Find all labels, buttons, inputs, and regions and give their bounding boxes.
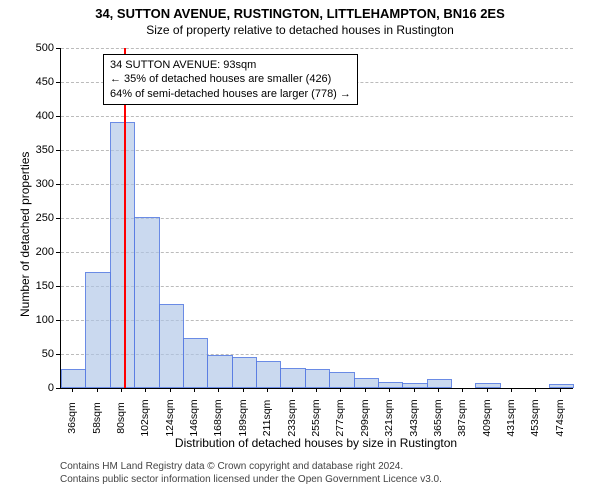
x-tick-mark <box>72 388 73 392</box>
x-tick-mark <box>218 388 219 392</box>
x-tick-mark <box>414 388 415 392</box>
y-tick-label: 100 <box>24 314 54 326</box>
x-tick-label: 277sqm <box>334 399 346 436</box>
x-tick-mark <box>438 388 439 392</box>
x-tick-label: 233sqm <box>286 399 298 436</box>
x-tick-mark <box>340 388 341 392</box>
grid-line <box>61 48 573 49</box>
histogram-bar <box>280 368 305 388</box>
footer-line2: Contains public sector information licen… <box>60 473 442 486</box>
annotation-line2: ← 35% of detached houses are smaller (42… <box>110 72 351 86</box>
annotation-line3: 64% of semi-detached houses are larger (… <box>110 87 351 101</box>
x-tick-label: 453sqm <box>529 399 541 436</box>
chart-container: 34, SUTTON AVENUE, RUSTINGTON, LITTLEHAM… <box>0 0 600 500</box>
histogram-bar <box>85 272 110 388</box>
y-tick-label: 400 <box>24 110 54 122</box>
x-tick-mark <box>121 388 122 392</box>
x-tick-mark <box>365 388 366 392</box>
x-tick-label: 102sqm <box>139 399 151 436</box>
x-tick-label: 321sqm <box>383 399 395 436</box>
y-tick-label: 0 <box>24 382 54 394</box>
histogram-bar <box>256 361 281 388</box>
x-axis-label: Distribution of detached houses by size … <box>60 436 572 450</box>
histogram-bar <box>159 304 184 388</box>
histogram-bar <box>183 338 208 388</box>
y-tick-label: 150 <box>24 280 54 292</box>
grid-line <box>61 150 573 151</box>
x-tick-mark <box>560 388 561 392</box>
histogram-bar <box>549 384 574 388</box>
x-tick-mark <box>267 388 268 392</box>
y-tick-label: 450 <box>24 76 54 88</box>
annotation-line1: 34 SUTTON AVENUE: 93sqm <box>110 58 351 72</box>
x-tick-label: 58sqm <box>91 402 103 434</box>
histogram-bar <box>402 383 427 388</box>
x-tick-label: 409sqm <box>481 399 493 436</box>
x-tick-mark <box>462 388 463 392</box>
x-tick-label: 365sqm <box>432 399 444 436</box>
x-tick-mark <box>316 388 317 392</box>
histogram-bar <box>61 369 86 388</box>
grid-line <box>61 184 573 185</box>
x-tick-mark <box>194 388 195 392</box>
footer: Contains HM Land Registry data © Crown c… <box>60 460 442 486</box>
annotation-box: 34 SUTTON AVENUE: 93sqm ← 35% of detache… <box>103 54 358 105</box>
y-tick-label: 50 <box>24 348 54 360</box>
footer-line1: Contains HM Land Registry data © Crown c… <box>60 460 442 473</box>
y-tick-label: 500 <box>24 42 54 54</box>
x-tick-mark <box>170 388 171 392</box>
x-tick-label: 168sqm <box>212 399 224 436</box>
y-tick-label: 300 <box>24 178 54 190</box>
histogram-bar <box>475 383 500 388</box>
x-tick-mark <box>511 388 512 392</box>
histogram-bar <box>329 372 354 388</box>
x-tick-mark <box>389 388 390 392</box>
x-tick-label: 299sqm <box>359 399 371 436</box>
plot-area: 34 SUTTON AVENUE: 93sqm ← 35% of detache… <box>60 48 573 389</box>
title-main: 34, SUTTON AVENUE, RUSTINGTON, LITTLEHAM… <box>0 0 600 21</box>
x-tick-mark <box>535 388 536 392</box>
histogram-bar <box>427 379 452 388</box>
y-tick-label: 250 <box>24 212 54 224</box>
grid-line <box>61 116 573 117</box>
x-tick-label: 124sqm <box>164 399 176 436</box>
x-tick-mark <box>97 388 98 392</box>
x-tick-label: 474sqm <box>554 399 566 436</box>
x-tick-label: 431sqm <box>505 399 517 436</box>
x-tick-mark <box>487 388 488 392</box>
x-tick-label: 36sqm <box>66 402 78 434</box>
histogram-bar <box>232 357 257 388</box>
histogram-bar <box>354 378 379 388</box>
x-tick-label: 387sqm <box>456 399 468 436</box>
x-tick-label: 146sqm <box>188 399 200 436</box>
x-tick-label: 189sqm <box>237 399 249 436</box>
y-tick-label: 350 <box>24 144 54 156</box>
histogram-bar <box>378 382 403 388</box>
x-tick-label: 211sqm <box>261 400 273 437</box>
histogram-bar <box>207 355 232 388</box>
x-tick-mark <box>243 388 244 392</box>
x-tick-mark <box>292 388 293 392</box>
title-sub: Size of property relative to detached ho… <box>0 21 600 37</box>
y-tick-label: 200 <box>24 246 54 258</box>
histogram-bar <box>134 217 159 388</box>
x-tick-label: 80sqm <box>115 402 127 434</box>
histogram-bar <box>110 122 135 388</box>
x-tick-mark <box>145 388 146 392</box>
x-tick-label: 343sqm <box>408 399 420 436</box>
x-tick-label: 255sqm <box>310 399 322 436</box>
histogram-bar <box>305 369 330 388</box>
